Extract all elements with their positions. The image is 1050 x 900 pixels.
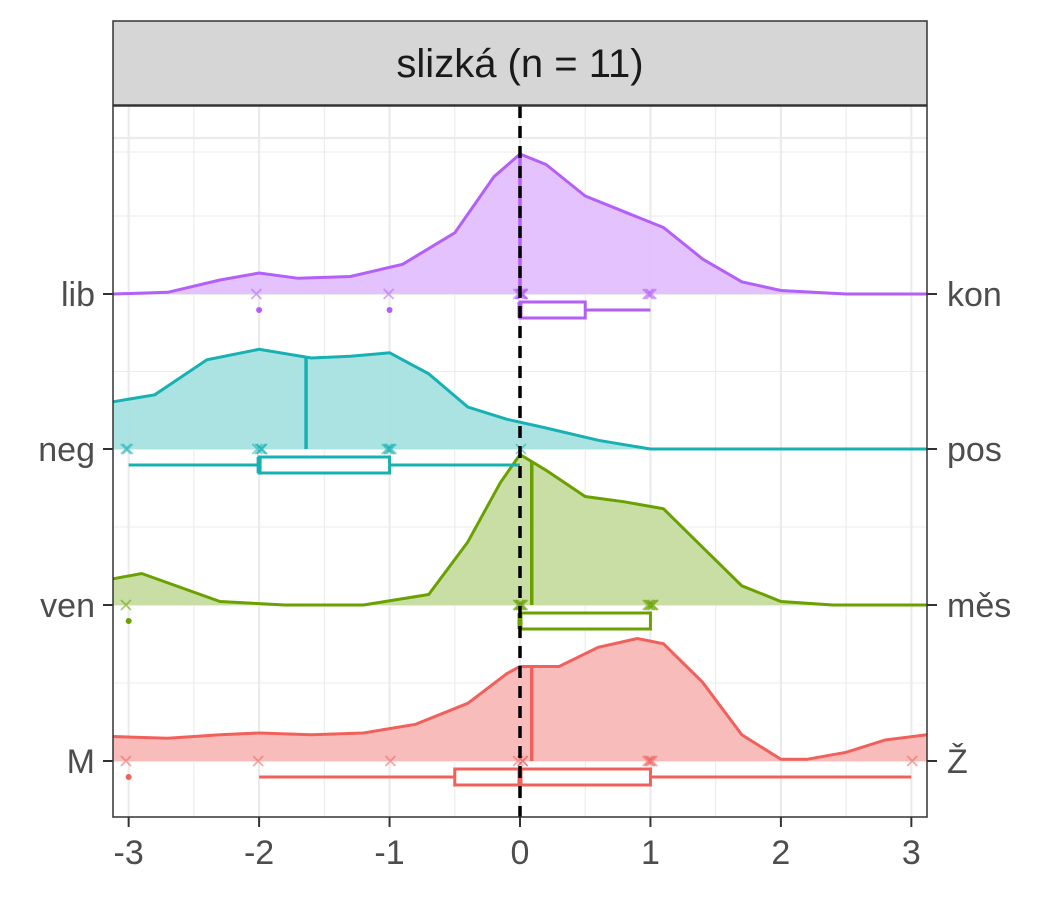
response-point: [643, 288, 656, 300]
response-point: [385, 443, 397, 455]
density-line: [112, 347, 927, 451]
right-axis-label: Ž: [947, 743, 968, 781]
response-point: [120, 755, 132, 767]
right-axis-label: kon: [947, 276, 1002, 314]
right-axis-label: měs: [947, 587, 1011, 625]
density-area: [113, 349, 927, 449]
ridge-neg: [112, 347, 927, 475]
response-point: [383, 443, 395, 455]
response-point: [515, 599, 527, 611]
response-point: [646, 755, 658, 767]
chart-title: slizká (n = 11): [396, 42, 643, 86]
response-point: [642, 755, 654, 767]
response-point: [383, 288, 395, 300]
left-axis-label: ven: [40, 587, 95, 625]
iqr-box: [453, 767, 652, 787]
left-axis-label: neg: [38, 431, 95, 469]
outlier-point: [386, 307, 393, 313]
outlier-point: [125, 774, 132, 780]
density-line: [112, 636, 928, 761]
x-tick-label: -3: [114, 834, 144, 872]
response-point: [645, 288, 657, 300]
density-area: [113, 638, 927, 761]
left-axis-label: M: [67, 743, 95, 781]
response-point: [643, 755, 656, 767]
x-tick-label: 2: [771, 834, 790, 872]
x-tick-label: -1: [374, 834, 404, 872]
right-axis-label: pos: [947, 431, 1002, 469]
strip-background: [112, 20, 928, 106]
response-point: [254, 443, 266, 455]
response-point: [647, 599, 659, 611]
response-point: [120, 599, 132, 611]
plot-panel: [112, 105, 928, 818]
outlier-point: [125, 618, 132, 624]
x-tick-label: 3: [902, 834, 921, 872]
response-point: [122, 443, 134, 455]
response-point: [251, 443, 263, 455]
response-point: [642, 288, 654, 300]
iqr-box: [257, 455, 392, 475]
left-axis-label: lib: [61, 276, 95, 314]
iqr-box: [518, 300, 587, 320]
response-point: [906, 755, 918, 767]
response-point: [381, 443, 393, 455]
x-tick-label: 0: [511, 834, 530, 872]
iqr-box: [518, 611, 652, 631]
x-tick-label: -2: [244, 834, 274, 872]
response-point: [384, 755, 397, 767]
outlier-point: [256, 307, 263, 313]
response-point: [120, 443, 132, 455]
x-tick-label: 1: [641, 834, 660, 872]
response-point: [252, 755, 264, 767]
response-point: [256, 443, 268, 455]
response-point: [643, 599, 656, 611]
strip-header: slizká (n = 11): [112, 20, 928, 106]
response-point: [250, 288, 263, 300]
